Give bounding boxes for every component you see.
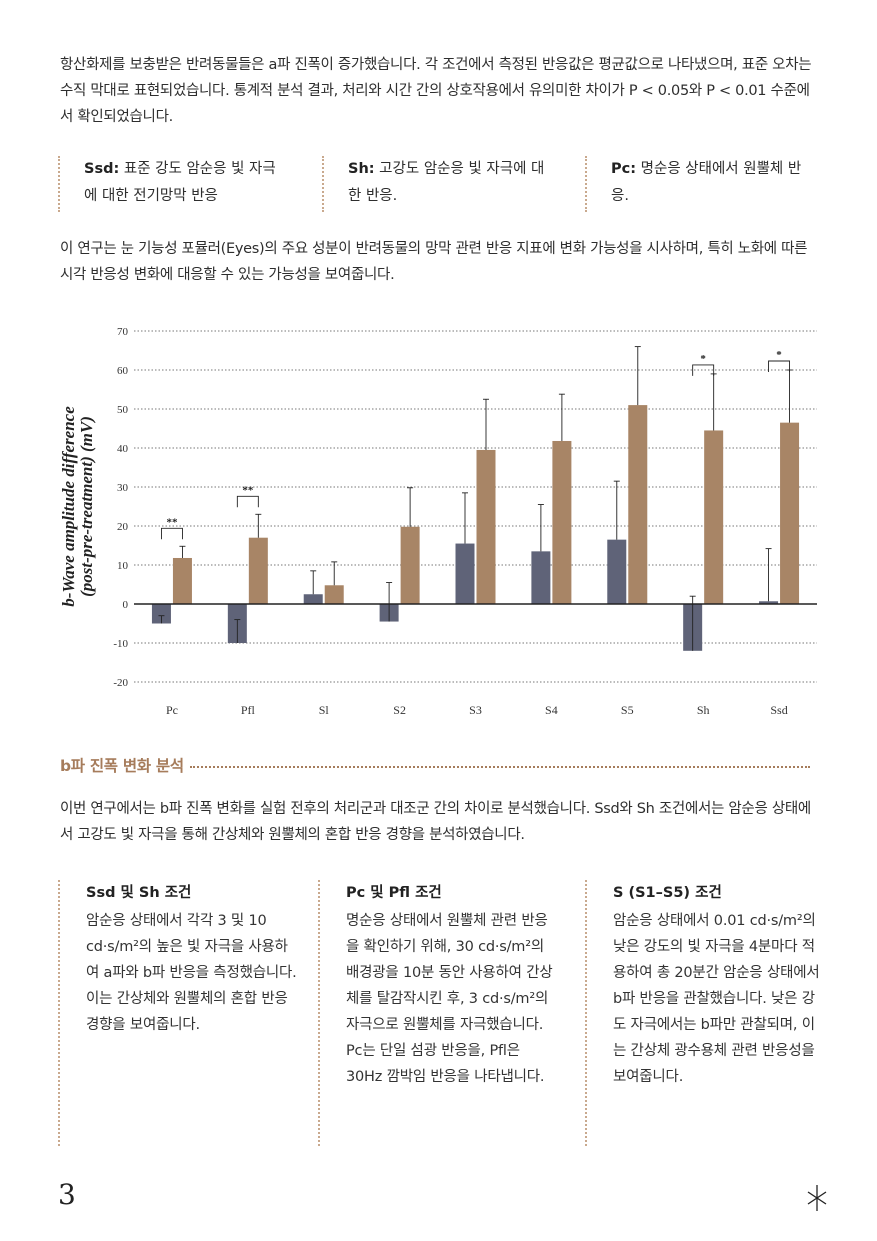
section-divider <box>189 766 810 768</box>
bar <box>607 539 627 604</box>
column-text: 암순응 상태에서 0.01 cd·s/m²의 낮은 강도의 빛 자극을 4분마다… <box>613 913 820 1085</box>
definitions-list: Ssd: 표준 강도 암순응 빛 자극에 대한 전기망막 반응 Sh: 고강도 … <box>58 156 828 212</box>
y-tick-label: 20 <box>117 521 129 533</box>
section-title: b파 진폭 변화 분석 <box>60 757 184 775</box>
column-title: Pc 및 Pfl 조건 <box>346 885 442 901</box>
column-pc-pfl: Pc 및 Pfl 조건 명순응 상태에서 원뿔체 관련 반응을 확인하기 위해,… <box>318 880 558 1146</box>
y-axis-label: b-Wave amplitude difference(post-pre-tre… <box>59 406 96 607</box>
bar <box>552 440 572 604</box>
x-tick-label: S4 <box>545 703 558 717</box>
definition-text: 표준 강도 암순응 빛 자극에 대한 전기망막 반응 <box>84 161 276 204</box>
y-tick-label: 70 <box>117 326 129 338</box>
y-tick-label: -10 <box>113 638 128 650</box>
column-text: 암순응 상태에서 각각 3 및 10 cd·s/m²의 높은 빛 자극을 사용하… <box>86 913 297 1033</box>
column-title: Ssd 및 Sh 조건 <box>86 885 192 901</box>
x-tick-label: S5 <box>621 703 634 717</box>
bar <box>531 551 551 604</box>
bar <box>248 537 268 604</box>
significance-bracket <box>160 527 183 540</box>
definition-text: 명순응 상태에서 원뿔체 반응. <box>611 161 802 204</box>
bar <box>780 422 800 604</box>
page-number: 3 <box>58 1178 76 1211</box>
bar <box>400 526 420 604</box>
column-ssd-sh: Ssd 및 Sh 조건 암순응 상태에서 각각 3 및 10 cd·s/m²의 … <box>58 880 298 1146</box>
y-tick-label: 0 <box>123 599 129 611</box>
significance-label: ** <box>242 484 254 496</box>
column-title: S (S1–S5) 조건 <box>613 885 722 901</box>
bar <box>704 430 724 604</box>
definition-term: Ssd: <box>84 161 120 177</box>
study-paragraph: 이 연구는 눈 기능성 포뮬러(Eyes)의 주요 성분이 반려동물의 망막 관… <box>60 241 808 283</box>
definition-term: Sh: <box>348 161 375 177</box>
y-tick-label: 40 <box>117 443 129 455</box>
bwave-bar-chart: -20 -10 0 10 20 30 40 50 60 70 b-Wave amplitude di… <box>59 326 817 717</box>
definition-sh: Sh: 고강도 암순응 빛 자극에 대한 반응. <box>322 156 547 212</box>
bar <box>476 449 496 604</box>
significance-bracket <box>768 360 791 372</box>
x-tick-label: Sh <box>697 703 710 717</box>
significance-label: * <box>700 353 706 365</box>
bar <box>759 601 779 604</box>
section-paragraph: 이번 연구에서는 b파 진폭 변화를 실험 전후의 처리군과 대조군 간의 차이… <box>60 801 811 843</box>
x-tick-label: S2 <box>393 703 406 717</box>
significance-label: ** <box>166 516 178 528</box>
definition-ssd: Ssd: 표준 강도 암순응 빛 자극에 대한 전기망막 반응 <box>58 156 283 212</box>
x-tick-label: Pc <box>166 703 178 717</box>
x-tick-label: Ssd <box>770 703 787 717</box>
bar <box>324 585 344 604</box>
section-heading: b파 진폭 변화 분석 <box>60 752 810 778</box>
y-tick-label: 60 <box>117 365 129 377</box>
definition-text: 고강도 암순응 빛 자극에 대한 반응. <box>348 161 545 204</box>
intro-paragraph: 항산화제를 보충받은 반려동물들은 a파 진폭이 증가했습니다. 각 조건에서 … <box>60 57 812 125</box>
bar <box>455 543 475 604</box>
x-tick-label: Sl <box>319 703 330 717</box>
bar <box>628 405 648 604</box>
bar <box>303 594 323 604</box>
bar <box>151 604 171 624</box>
significance-bracket <box>692 364 715 376</box>
significance-label: * <box>776 349 782 361</box>
bar <box>172 557 192 604</box>
asterisk-star-icon <box>807 1185 827 1211</box>
y-tick-label: 30 <box>117 482 129 494</box>
definition-pc: Pc: 명순응 상태에서 원뿔체 반응. <box>585 156 810 212</box>
condition-columns: Ssd 및 Sh 조건 암순응 상태에서 각각 3 및 10 cd·s/m²의 … <box>58 880 828 1148</box>
column-text: 명순응 상태에서 원뿔체 관련 반응을 확인하기 위해, 30 cd·s/m²의… <box>346 913 553 1085</box>
definition-term: Pc: <box>611 161 637 177</box>
column-s1-s5: S (S1–S5) 조건 암순응 상태에서 0.01 cd·s/m²의 낮은 강… <box>585 880 825 1146</box>
significance-bracket <box>236 495 259 508</box>
x-tick-label: Pfl <box>241 703 256 717</box>
y-tick-label: -20 <box>113 677 128 689</box>
y-tick-label: 10 <box>117 560 129 572</box>
y-tick-label: 50 <box>117 404 129 416</box>
x-tick-label: S3 <box>469 703 482 717</box>
